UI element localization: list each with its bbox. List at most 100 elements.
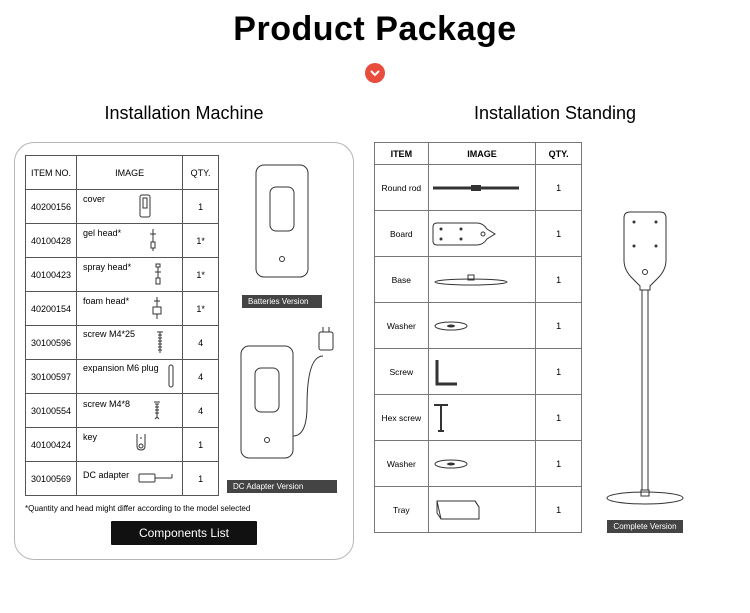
item-no: 40200156 [26,190,77,224]
complete-stand: Complete Version [600,142,690,533]
chevron-down-icon [365,63,385,83]
part-name: Board [375,211,429,257]
item-no: 40100424 [26,428,77,462]
col-qty: QTY. [536,143,582,165]
qty: 1 [536,211,582,257]
part-image: expansion M6 plug [77,360,183,394]
machine-panel: ITEM NO. IMAGE QTY. 40200156 cover 1 401… [14,142,354,560]
part-image [428,165,536,211]
qty: 1 [183,462,219,496]
part-image [428,441,536,487]
part-image: gel head* [77,224,183,258]
table-row: 40200156 cover 1 [26,190,219,224]
part-name: DC adapter [79,470,133,480]
part-image: foam head* [77,292,183,326]
table-row: Board 1 [375,211,582,257]
qty: 1 [536,487,582,533]
table-row: 40100423 spray head* 1* [26,258,219,292]
part-name: Round rod [375,165,429,211]
part-name: screw M4*25 [79,329,139,339]
left-heading: Installation Machine [14,103,354,124]
part-image: spray head* [77,258,183,292]
part-name: Tray [375,487,429,533]
part-name: expansion M6 plug [79,363,163,373]
page-title: Product Package [0,10,750,49]
footnote: *Quantity and head might differ accordin… [25,504,343,513]
dispenser-icon [242,161,322,291]
qty: 1* [183,292,219,326]
standing-parts-table: ITEM IMAGE QTY. Round rod 1 Board 1 Base [374,142,582,533]
part-name: cover [79,194,109,204]
part-name: key [79,432,101,442]
table-row: 30100554 screw M4*8 4 [26,394,219,428]
dc-device: DC Adapter Version [227,326,337,493]
dc-caption: DC Adapter Version [227,480,337,493]
table-row: Washer 1 [375,441,582,487]
qty: 1 [536,257,582,303]
part-name: foam head* [79,296,133,306]
machine-parts-table: ITEM NO. IMAGE QTY. 40200156 cover 1 401… [25,155,219,496]
col-item: ITEM NO. [26,156,77,190]
qty: 1* [183,258,219,292]
part-name: Base [375,257,429,303]
part-image [428,257,536,303]
part-image: DC adapter [77,462,183,496]
part-name: Washer [375,441,429,487]
table-row: Base 1 [375,257,582,303]
table-row: 40100424 key 1 [26,428,219,462]
part-name: Screw [375,349,429,395]
qty: 1 [536,349,582,395]
table-row: 40200154 foam head* 1* [26,292,219,326]
qty: 4 [183,326,219,360]
qty: 4 [183,394,219,428]
part-name: Hex screw [375,395,429,441]
part-image [428,395,536,441]
part-name: Washer [375,303,429,349]
col-item: ITEM [375,143,429,165]
table-row: 30100597 expansion M6 plug 4 [26,360,219,394]
components-list-label: Components List [111,521,257,545]
item-no: 30100554 [26,394,77,428]
qty: 1 [536,441,582,487]
right-heading: Installation Standing [374,103,736,124]
qty: 1 [536,395,582,441]
qty: 1 [536,165,582,211]
item-no: 30100569 [26,462,77,496]
qty: 4 [183,360,219,394]
complete-version-caption: Complete Version [607,520,682,533]
table-row: Washer 1 [375,303,582,349]
part-image: screw M4*8 [77,394,183,428]
table-row: Screw 1 [375,349,582,395]
part-image [428,487,536,533]
part-image [428,303,536,349]
col-image: IMAGE [428,143,536,165]
part-image: cover [77,190,183,224]
qty: 1 [183,190,219,224]
table-row: 30100569 DC adapter 1 [26,462,219,496]
table-row: Hex screw 1 [375,395,582,441]
part-name: spray head* [79,262,135,272]
qty: 1 [183,428,219,462]
part-image: screw M4*25 [77,326,183,360]
qty: 1* [183,224,219,258]
item-no: 30100596 [26,326,77,360]
table-row: 30100596 screw M4*25 4 [26,326,219,360]
stand-icon [600,206,690,516]
part-name: screw M4*8 [79,399,134,409]
item-no: 40100423 [26,258,77,292]
item-no: 40200154 [26,292,77,326]
part-image [428,211,536,257]
part-name: gel head* [79,228,125,238]
batteries-caption: Batteries Version [242,295,322,308]
qty: 1 [536,303,582,349]
item-no: 30100597 [26,360,77,394]
part-image [428,349,536,395]
col-qty: QTY. [183,156,219,190]
table-row: Tray 1 [375,487,582,533]
batteries-device: Batteries Version [242,161,322,308]
part-image: key [77,428,183,462]
item-no: 40100428 [26,224,77,258]
col-image: IMAGE [77,156,183,190]
table-row: 40100428 gel head* 1* [26,224,219,258]
dispenser-dc-icon [227,326,337,476]
